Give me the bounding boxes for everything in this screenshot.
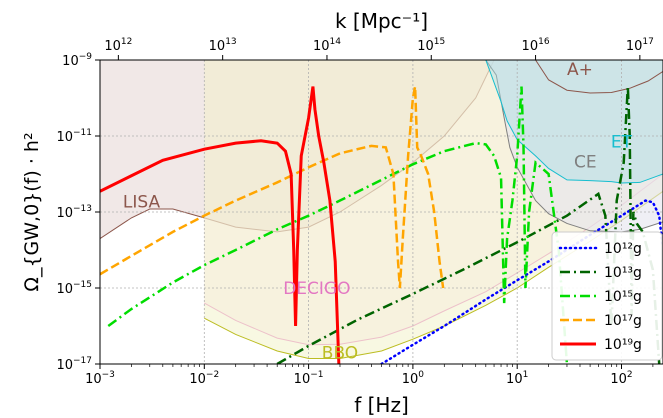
ce-label: CE [574, 152, 597, 172]
y-tick-label-1: 10−15 [56, 280, 92, 297]
et-label: ET [611, 132, 633, 152]
ce-sensitivity-curve [485, 60, 663, 233]
legend-box [551, 231, 663, 361]
a-label: A+ [567, 60, 593, 80]
y-axis-title: Ω_{GW,0}(f) · h² [21, 132, 43, 291]
top-tick-label-4: 1016 [522, 37, 550, 54]
top-tick-label-5: 1017 [626, 37, 654, 54]
legend-label-3: 10¹⁷g [604, 313, 642, 329]
x-axis-title: f [Hz] [354, 393, 409, 417]
x-tick-label-3: 100 [402, 370, 425, 387]
legend-label-0: 10¹²g [604, 241, 642, 257]
lisa-label: LISA [123, 193, 161, 213]
bbo-label: BBO [322, 343, 358, 363]
top-tick-label-1: 1013 [209, 37, 237, 54]
x-tick-label-0: 10−3 [85, 370, 115, 387]
legend: 10¹²g 10¹³g 10¹⁵g 10¹⁷g 10¹⁹g [551, 231, 663, 361]
y-tick-label-2: 10−13 [56, 204, 92, 221]
legend-label-2: 10¹⁵g [604, 289, 642, 305]
top-axis-title: k [Mpc⁻¹] [335, 9, 428, 33]
x-tick-label-4: 101 [506, 370, 528, 387]
x-tick-label-1: 10−2 [189, 370, 219, 387]
series-line-3 [100, 86, 445, 289]
series-line-2 [107, 86, 569, 364]
decigo-label: DECIGO [283, 279, 350, 299]
et-sensitivity-curve [485, 60, 663, 184]
legend-label-4: 10¹⁹g [604, 337, 642, 353]
detector-regions [100, 60, 663, 359]
y-tick-label-3: 10−11 [56, 128, 92, 145]
a-sensitivity-curve [535, 60, 663, 94]
y-tick-label-4: 10−9 [62, 52, 92, 69]
detector-labels: LISA DECIGO BBO CE ET A+ [123, 60, 633, 363]
top-tick-label-3: 1015 [417, 37, 445, 54]
legend-label-1: 10¹³g [604, 265, 642, 281]
y-tick-label-0: 10−17 [56, 356, 92, 373]
top-tick-label-2: 1014 [313, 37, 341, 54]
series-line-4 [100, 86, 341, 364]
axes: 10−3 10−2 10−1 100 101 102 10−17 10−15 10−13 10−1… [21, 9, 654, 417]
x-tick-label-2: 10−1 [294, 370, 324, 387]
x-tick-label-5: 102 [610, 370, 632, 387]
top-tick-label-0: 1012 [104, 37, 132, 54]
